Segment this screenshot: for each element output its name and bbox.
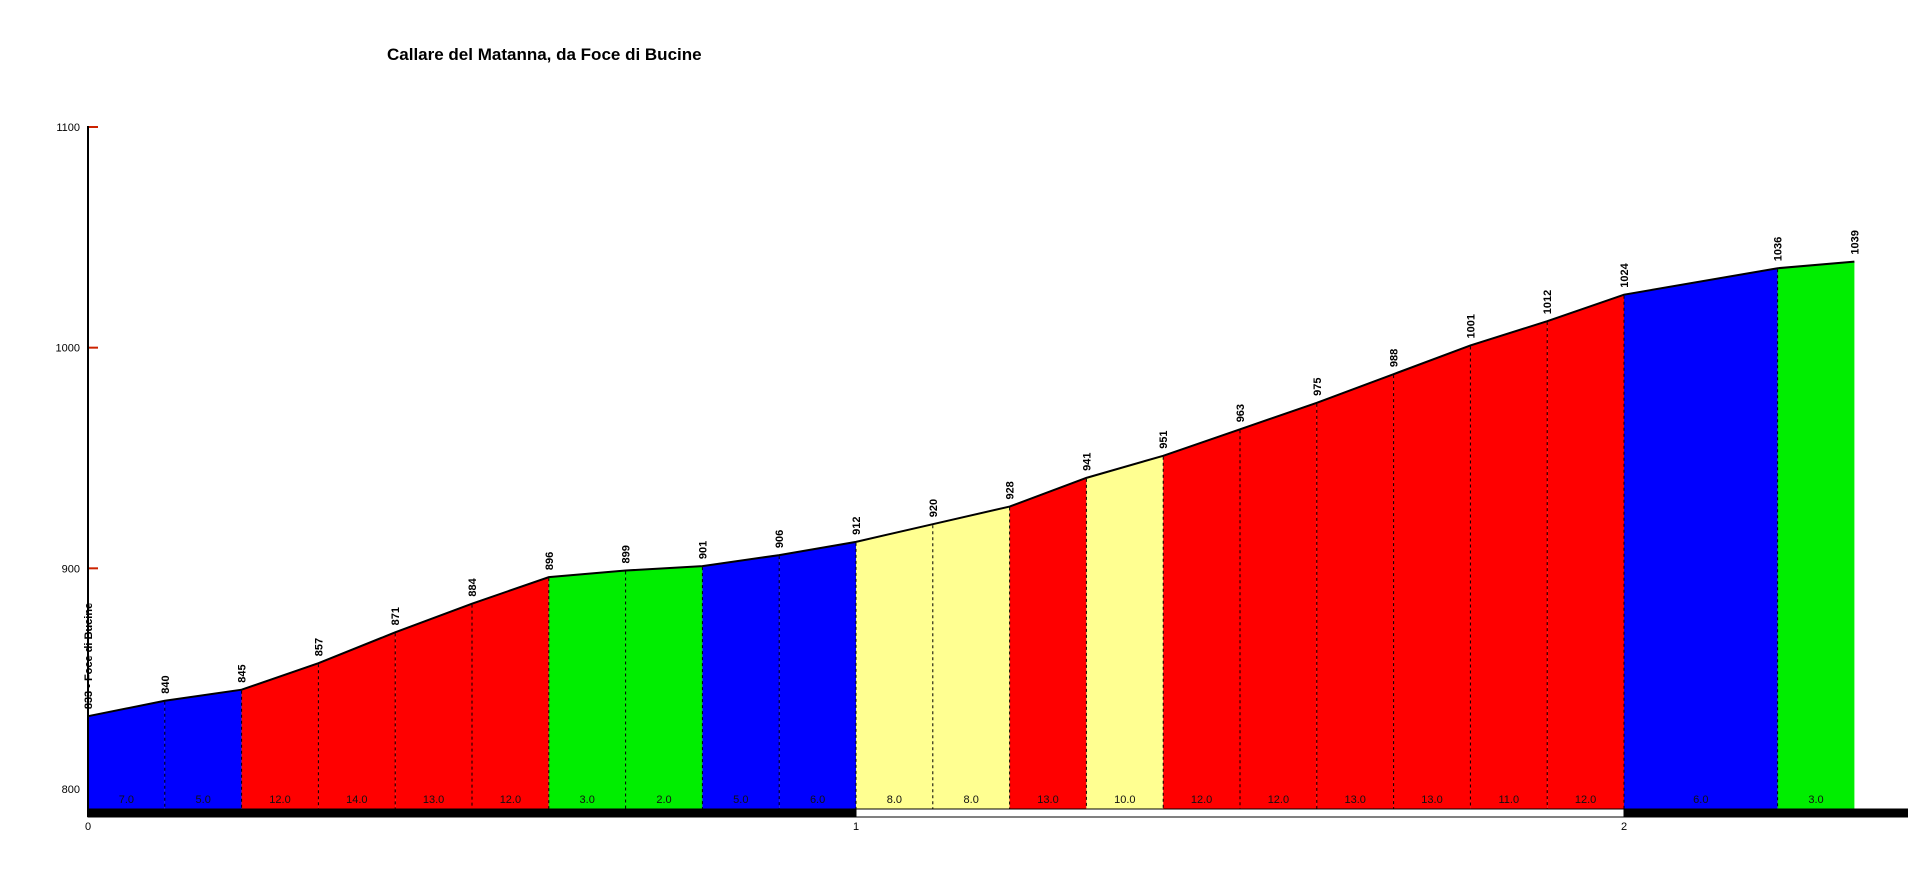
elevation-label: 884 bbox=[467, 577, 479, 596]
gradient-percent-label: 6.0 bbox=[1693, 794, 1708, 806]
gradient-segment-fill bbox=[1547, 294, 1624, 809]
gradient-segment-fill bbox=[1393, 345, 1471, 809]
elevation-label: 920 bbox=[928, 499, 940, 517]
gradient-percent-label: 13.0 bbox=[1344, 794, 1365, 806]
gradient-percent-label: 10.0 bbox=[1114, 794, 1135, 806]
gradient-percent-label: 6.0 bbox=[810, 794, 825, 806]
gradient-percent-label: 5.0 bbox=[733, 794, 748, 806]
gradient-segment-fill bbox=[1009, 477, 1087, 809]
gradient-percent-label: 13.0 bbox=[1421, 794, 1442, 806]
elevation-label: 871 bbox=[390, 607, 402, 625]
gradient-percent-label: 5.0 bbox=[196, 794, 211, 806]
gradient-percent-label: 3.0 bbox=[1808, 794, 1823, 806]
gradient-segment-fill bbox=[1316, 374, 1394, 809]
gradient-segment-fill bbox=[472, 577, 549, 809]
elevation-label: 857 bbox=[313, 638, 325, 656]
gradient-segment-fill bbox=[164, 689, 242, 809]
gradient-segment-fill bbox=[779, 541, 856, 809]
elevation-label: 845 bbox=[237, 664, 249, 682]
y-axis-tick-label: 900 bbox=[62, 563, 80, 575]
elevation-label: 951 bbox=[1158, 430, 1170, 448]
gradient-percent-label: 14.0 bbox=[346, 794, 367, 806]
gradient-segment-fill bbox=[1086, 455, 1164, 809]
elevation-label: 1001 bbox=[1465, 314, 1477, 338]
gradient-percent-label: 2.0 bbox=[656, 794, 671, 806]
gradient-percent-label: 8.0 bbox=[887, 794, 902, 806]
elevation-label: 906 bbox=[774, 530, 786, 548]
gradient-segment-fill bbox=[1624, 268, 1778, 809]
elevation-label: 941 bbox=[1081, 452, 1093, 470]
elevation-label: 833 - Foce di Bucine bbox=[83, 603, 95, 709]
gradient-segment-fill bbox=[318, 632, 396, 809]
profile-outline bbox=[87, 260, 1855, 718]
gradient-segment-fill bbox=[395, 603, 472, 809]
elevation-label: 896 bbox=[544, 552, 556, 570]
gradient-percent-label: 13.0 bbox=[1037, 794, 1058, 806]
gradient-segment-fill bbox=[241, 663, 319, 809]
gradient-percent-label: 12.0 bbox=[1191, 794, 1212, 806]
elevation-label: 901 bbox=[697, 541, 709, 559]
gradient-percent-label: 12.0 bbox=[500, 794, 521, 806]
elevation-label: 840 bbox=[160, 675, 172, 693]
elevation-label: 1024 bbox=[1619, 262, 1631, 287]
gradient-percent-label: 7.0 bbox=[119, 794, 134, 806]
elevation-label: 963 bbox=[1235, 404, 1247, 422]
gradient-segment-fill bbox=[1470, 321, 1548, 809]
elevation-label: 912 bbox=[851, 516, 863, 534]
gradient-segment-fill bbox=[702, 555, 780, 809]
gradient-segment-fill bbox=[548, 570, 626, 809]
gradient-segment-fill bbox=[1240, 402, 1317, 809]
elevation-label: 975 bbox=[1312, 377, 1324, 395]
gradient-percent-label: 12.0 bbox=[1268, 794, 1289, 806]
gradient-percent-label: 12.0 bbox=[1575, 794, 1596, 806]
gradient-segment-fill bbox=[932, 506, 1010, 809]
gradient-percent-label: 11.0 bbox=[1499, 794, 1520, 806]
elevation-label: 899 bbox=[621, 545, 633, 563]
elevation-label: 928 bbox=[1005, 481, 1017, 499]
elevation-label: 1039 bbox=[1849, 230, 1861, 254]
x-axis-tick-label: 1 bbox=[853, 821, 859, 833]
elevation-label: 1012 bbox=[1542, 290, 1554, 314]
elevation-label: 1036 bbox=[1773, 237, 1785, 261]
gradient-percent-label: 3.0 bbox=[580, 794, 595, 806]
gradient-segment-fill bbox=[1777, 261, 1855, 809]
gradient-percent-label: 12.0 bbox=[269, 794, 290, 806]
surface-bar-segment bbox=[87, 808, 857, 818]
y-axis-tick-label: 1000 bbox=[56, 343, 80, 355]
gradient-segment-fill bbox=[1163, 429, 1240, 809]
surface-bar-segment bbox=[855, 808, 1625, 818]
surface-bar-segment bbox=[1623, 808, 1908, 818]
chart-title: Callare del Matanna, da Foce di Bucine bbox=[387, 45, 702, 64]
y-axis-tick-label: 1100 bbox=[56, 122, 80, 134]
gradient-segment-fill bbox=[856, 524, 933, 809]
gradient-segment-fill bbox=[88, 700, 165, 809]
elevation-label: 988 bbox=[1389, 349, 1401, 367]
x-axis-tick-label: 2 bbox=[1621, 821, 1627, 833]
gradient-segment-fill bbox=[625, 566, 703, 809]
gradient-percent-label: 8.0 bbox=[964, 794, 979, 806]
x-axis-tick-label: 0 bbox=[85, 821, 91, 833]
y-axis-tick-label: 800 bbox=[62, 784, 80, 796]
gradient-percent-label: 13.0 bbox=[423, 794, 444, 806]
